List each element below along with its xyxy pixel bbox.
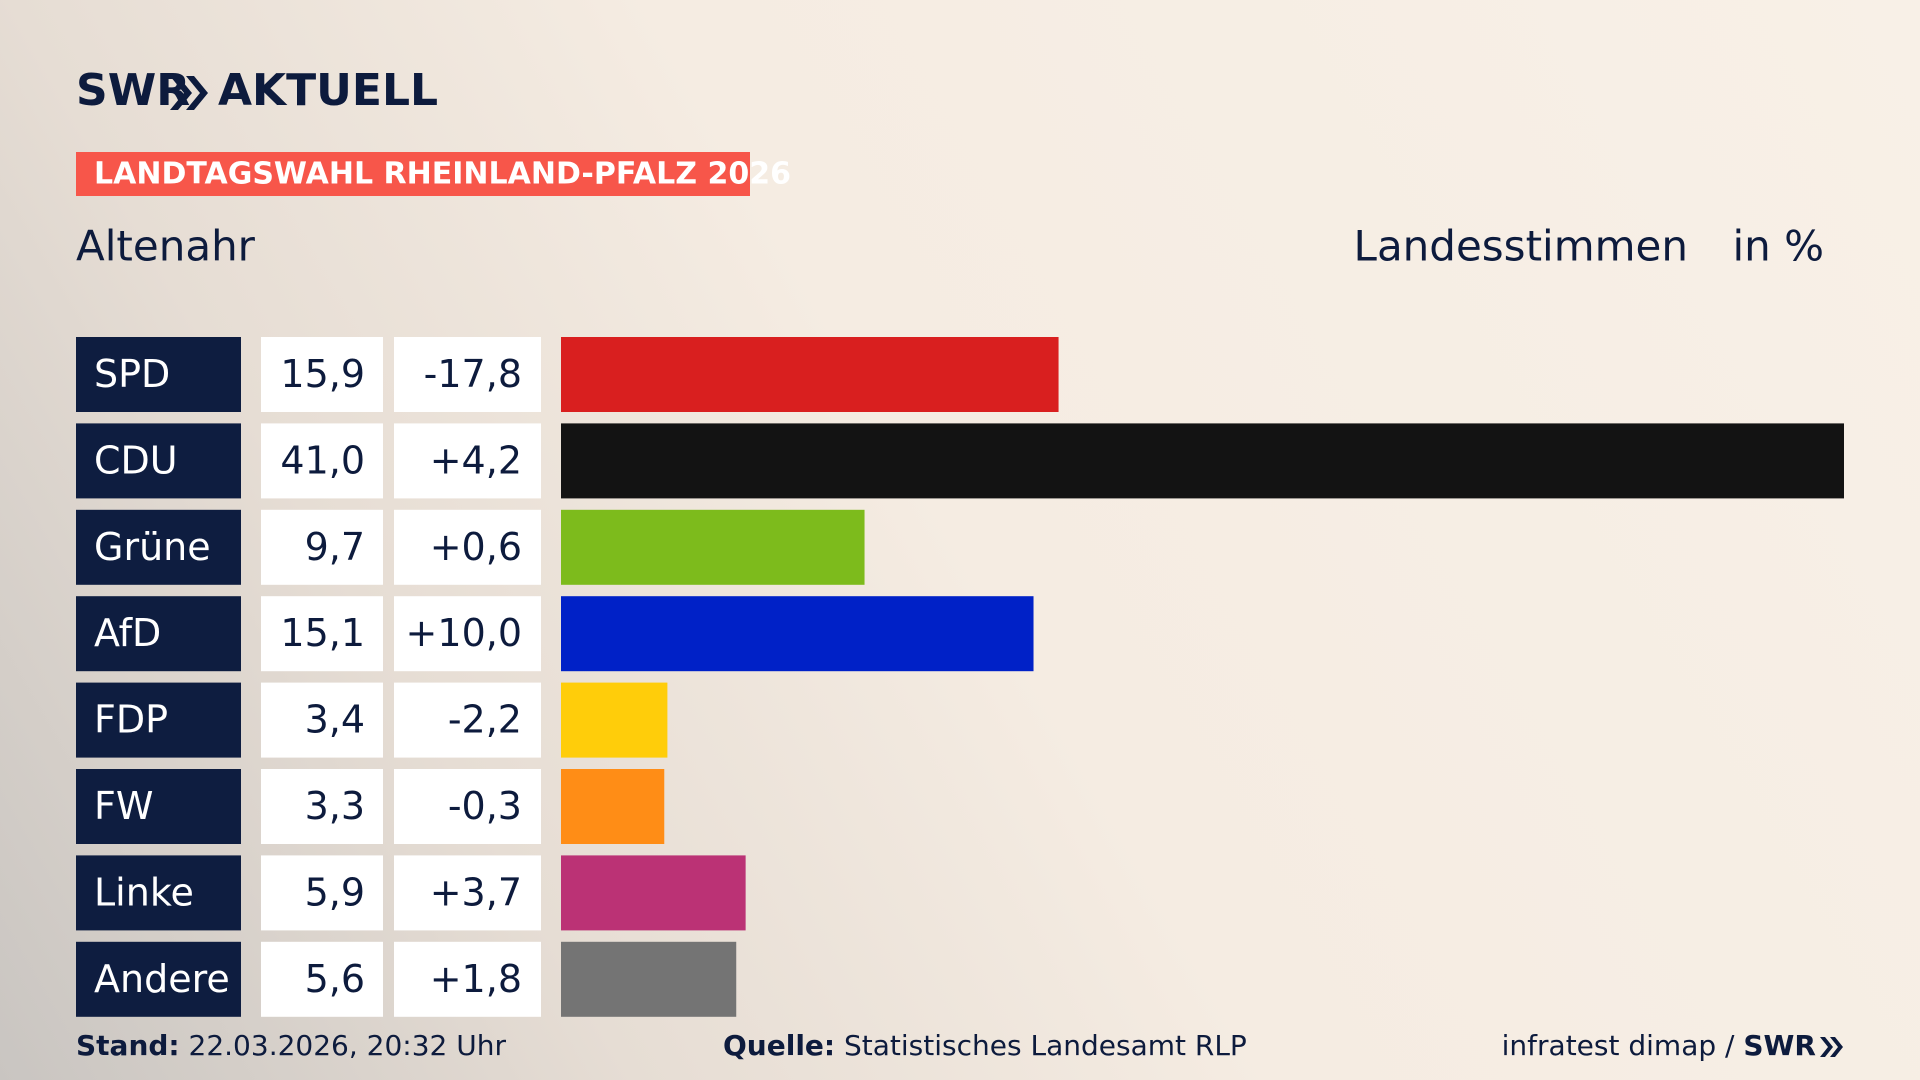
unit-caption: in % xyxy=(1732,222,1824,271)
value-label: 3,4 xyxy=(305,698,365,742)
value-label: 5,6 xyxy=(305,957,365,1001)
party-box xyxy=(76,855,241,931)
credit-chevrons xyxy=(1820,1037,1843,1057)
value-label: 41,0 xyxy=(280,438,365,482)
party-name: AfD xyxy=(94,611,161,655)
bar xyxy=(561,855,746,931)
party-name: CDU xyxy=(94,438,178,482)
bar xyxy=(561,596,1034,672)
party-box xyxy=(76,337,241,412)
value-cell xyxy=(261,423,383,499)
change-cell xyxy=(394,941,541,1017)
stand: 22.03.2026, 20:32 Uhr xyxy=(189,1029,507,1062)
party-box xyxy=(76,769,241,844)
party-name: Linke xyxy=(94,870,194,914)
bar xyxy=(561,769,665,844)
change-label: -2,2 xyxy=(448,698,522,742)
source: Statistisches Landesamt RLP xyxy=(844,1029,1247,1062)
value-label: 5,9 xyxy=(305,870,365,914)
value-cell xyxy=(261,682,383,758)
bar xyxy=(561,941,737,1017)
bar xyxy=(561,337,1059,412)
change-cell xyxy=(394,337,541,412)
value-cell xyxy=(261,855,383,931)
logo: SWR xyxy=(76,65,190,116)
party-name: FDP xyxy=(94,698,168,742)
banner xyxy=(76,152,750,196)
value-caption: Landesstimmen xyxy=(1354,222,1688,271)
footer-credit: infratest dimap / SWR xyxy=(1502,1029,1816,1062)
party-name: SPD xyxy=(94,352,170,396)
value-cell xyxy=(261,941,383,1017)
value-cell xyxy=(261,769,383,844)
value-cell xyxy=(261,509,383,585)
logo-chevrons xyxy=(170,76,208,110)
source-label: Quelle: xyxy=(723,1029,835,1062)
credit-logo: SWR xyxy=(1743,1029,1816,1062)
change-label: +1,8 xyxy=(430,957,522,1001)
value-label: 9,7 xyxy=(305,525,365,569)
party-name: Andere xyxy=(94,957,230,1001)
banner-text: LANDTAGSWAHL RHEINLAND-PFALZ 2026 xyxy=(94,157,791,192)
change-cell xyxy=(394,769,541,844)
change-cell xyxy=(394,423,541,499)
value-label: 3,3 xyxy=(305,784,365,828)
value-cell xyxy=(261,337,383,412)
party-box xyxy=(76,509,241,585)
logo-suffix: AKTUELL xyxy=(218,65,438,116)
party-box xyxy=(76,682,241,758)
chart-title: Altenahr xyxy=(76,222,256,271)
value-cell xyxy=(261,596,383,672)
party-box xyxy=(76,941,241,1017)
stand-label: Stand: xyxy=(76,1029,180,1062)
value-label: 15,1 xyxy=(280,611,365,655)
party-name: Grüne xyxy=(94,525,211,569)
bar xyxy=(561,423,1844,499)
change-label: +0,6 xyxy=(430,525,522,569)
change-cell xyxy=(394,509,541,585)
party-box xyxy=(76,596,241,672)
change-label: -0,3 xyxy=(448,784,522,828)
change-label: +4,2 xyxy=(430,438,522,482)
change-label: +10,0 xyxy=(406,611,522,655)
change-cell xyxy=(394,596,541,672)
credit: infratest dimap / xyxy=(1502,1029,1735,1062)
footer-source: Quelle: Statistisches Landesamt RLP xyxy=(723,1029,1247,1062)
change-label: -17,8 xyxy=(424,352,522,396)
footer-stand: Stand: 22.03.2026, 20:32 Uhr xyxy=(76,1029,506,1062)
value-label: 15,9 xyxy=(280,352,365,396)
party-box xyxy=(76,423,241,499)
bar xyxy=(561,509,865,585)
change-cell xyxy=(394,682,541,758)
party-name: FW xyxy=(94,784,153,828)
change-label: +3,7 xyxy=(430,870,522,914)
change-cell xyxy=(394,855,541,931)
bar xyxy=(561,682,668,758)
